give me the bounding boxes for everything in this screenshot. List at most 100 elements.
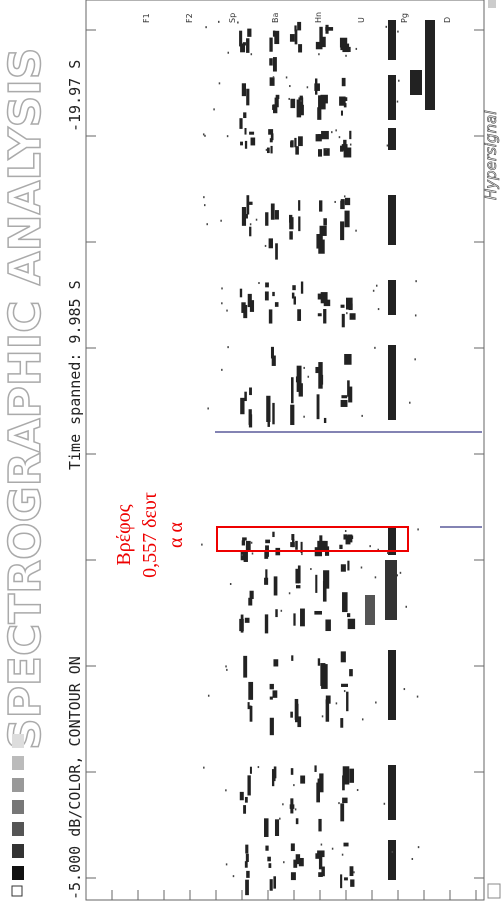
formant (322, 36, 326, 48)
formant (249, 300, 255, 312)
speck (320, 843, 323, 846)
formant (265, 569, 268, 585)
speck (207, 407, 209, 410)
formant (272, 531, 275, 538)
formant (314, 610, 322, 615)
speck (207, 694, 210, 697)
formant (388, 75, 396, 120)
formant (293, 613, 296, 626)
speck (203, 204, 206, 207)
formant (339, 544, 343, 550)
formant (323, 218, 327, 226)
speck (225, 665, 227, 668)
speck (293, 784, 295, 787)
formant (245, 879, 249, 896)
speck (218, 82, 221, 85)
formant (317, 658, 321, 666)
formant (300, 281, 304, 294)
formant (289, 804, 295, 809)
speck (391, 850, 394, 853)
speck (206, 223, 208, 226)
speck (356, 789, 359, 792)
formant (272, 104, 275, 110)
formant (323, 309, 327, 324)
speck (355, 47, 358, 50)
speck (396, 100, 399, 103)
speck (310, 568, 312, 571)
speck (303, 415, 305, 418)
speck (399, 571, 402, 574)
formant (388, 280, 396, 315)
formant (239, 118, 243, 129)
formant (295, 568, 300, 584)
speck (331, 131, 333, 134)
formant (315, 41, 323, 50)
formant (264, 818, 269, 837)
speck (226, 309, 228, 312)
formant (385, 560, 397, 620)
formant (290, 711, 293, 718)
side-label: Pg (400, 13, 409, 23)
speck (405, 605, 407, 608)
formant (325, 24, 329, 34)
formant (241, 83, 247, 97)
speck (232, 875, 235, 878)
formant (315, 366, 319, 374)
scale-square (11, 885, 23, 897)
formant (266, 395, 271, 423)
window-title: SPECTROGRAPHIC ANALYSIS (0, 48, 51, 750)
speck (288, 592, 291, 595)
formant (325, 695, 331, 704)
formant (323, 148, 330, 156)
speck (409, 401, 411, 404)
formant (290, 843, 295, 852)
formant (240, 43, 246, 53)
speck (265, 148, 268, 151)
formant (247, 201, 253, 205)
formant (298, 44, 303, 53)
formant (291, 655, 294, 661)
formant (296, 99, 302, 118)
formant (295, 585, 301, 589)
formant (319, 26, 323, 43)
formant (292, 285, 296, 291)
formant (240, 614, 244, 633)
formant (249, 705, 253, 722)
speck (221, 287, 223, 290)
formant (289, 217, 294, 230)
formant (266, 147, 270, 154)
formant (240, 397, 245, 415)
formant (318, 872, 323, 877)
speck (282, 803, 284, 806)
formant (346, 691, 349, 712)
formant (241, 540, 245, 546)
formant (268, 863, 272, 868)
speck (344, 530, 347, 533)
speck (331, 847, 334, 850)
formant (247, 28, 252, 37)
formant (249, 226, 252, 237)
formant (317, 313, 322, 317)
formant (347, 534, 353, 543)
formant (314, 83, 320, 91)
speck (203, 196, 205, 199)
formant (264, 550, 269, 559)
formant (294, 29, 298, 45)
formant (291, 539, 295, 548)
speck (375, 284, 378, 287)
speck (205, 26, 207, 29)
speck (374, 576, 377, 579)
speck (250, 541, 253, 544)
formant (341, 395, 348, 399)
formant (323, 417, 327, 424)
formant (264, 614, 269, 634)
formant (340, 564, 346, 572)
formant (341, 313, 345, 328)
formant (321, 866, 325, 877)
formant (265, 539, 270, 544)
formant (274, 97, 279, 108)
speck (397, 30, 399, 33)
formant (249, 590, 254, 599)
formant (243, 304, 248, 319)
